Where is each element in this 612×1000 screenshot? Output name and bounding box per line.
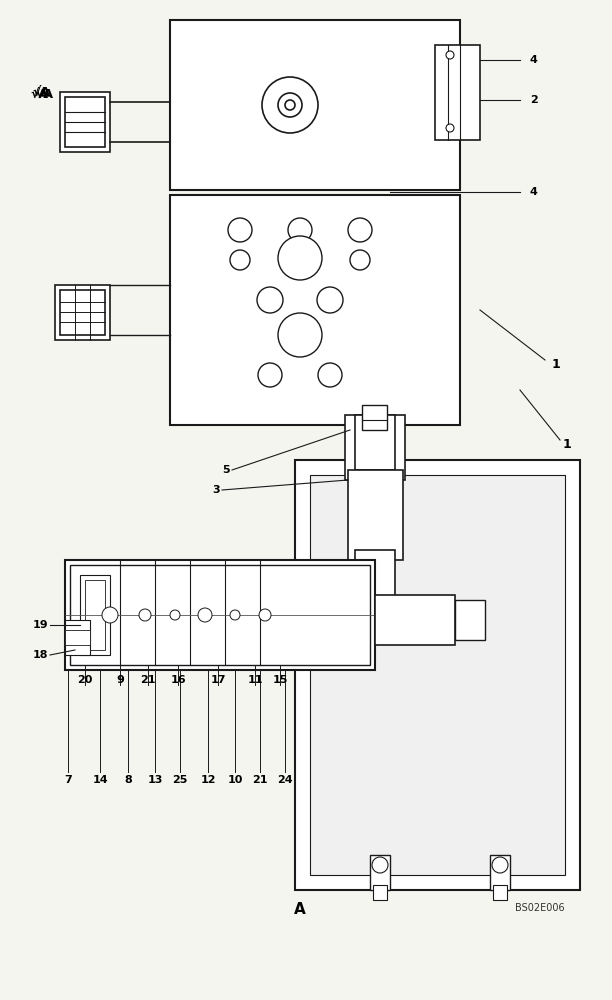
Circle shape — [198, 608, 212, 622]
Circle shape — [278, 313, 322, 357]
Text: A: A — [294, 902, 306, 918]
Circle shape — [348, 218, 372, 242]
Bar — [65, 620, 90, 655]
Bar — [70, 565, 370, 665]
Text: 1: 1 — [552, 358, 561, 370]
Bar — [362, 405, 387, 430]
Bar — [65, 630, 90, 645]
Bar — [348, 470, 403, 560]
Text: 10: 10 — [227, 775, 243, 785]
Text: 3: 3 — [212, 485, 220, 495]
Bar — [435, 45, 480, 140]
Bar — [345, 415, 405, 480]
Text: 14: 14 — [92, 775, 108, 785]
Text: 25: 25 — [173, 775, 188, 785]
Bar — [60, 92, 110, 152]
Circle shape — [288, 218, 312, 242]
Bar — [60, 290, 105, 335]
Bar — [455, 600, 485, 640]
Circle shape — [170, 610, 180, 620]
Text: 21: 21 — [252, 775, 268, 785]
Text: 5: 5 — [222, 465, 230, 475]
Circle shape — [102, 607, 118, 623]
Text: 12: 12 — [200, 775, 216, 785]
Text: √A: √A — [36, 89, 54, 102]
Bar — [373, 885, 387, 900]
Text: 13: 13 — [147, 775, 163, 785]
Polygon shape — [400, 510, 460, 550]
Text: 18: 18 — [32, 650, 48, 660]
Text: 4: 4 — [530, 187, 538, 197]
Bar — [355, 415, 395, 470]
Text: 9: 9 — [116, 675, 124, 685]
Circle shape — [259, 609, 271, 621]
Circle shape — [278, 236, 322, 280]
Circle shape — [317, 287, 343, 313]
Text: 8: 8 — [124, 775, 132, 785]
Circle shape — [230, 250, 250, 270]
Circle shape — [228, 218, 252, 242]
Circle shape — [262, 77, 318, 133]
Text: 19: 19 — [32, 620, 48, 630]
Bar — [65, 97, 105, 147]
Bar — [85, 580, 105, 650]
Circle shape — [446, 124, 454, 132]
Bar — [370, 855, 390, 890]
Bar — [375, 595, 455, 645]
Bar — [170, 195, 460, 425]
Bar — [170, 20, 460, 190]
Text: 24: 24 — [277, 775, 293, 785]
Bar — [355, 550, 395, 600]
Circle shape — [257, 287, 283, 313]
Circle shape — [492, 857, 508, 873]
Text: 15: 15 — [272, 675, 288, 685]
Bar — [493, 885, 507, 900]
Bar — [65, 560, 375, 670]
Circle shape — [278, 93, 302, 117]
Circle shape — [285, 100, 295, 110]
Circle shape — [258, 363, 282, 387]
Text: 17: 17 — [211, 675, 226, 685]
Bar — [490, 855, 510, 890]
Text: 2: 2 — [530, 95, 538, 105]
Circle shape — [350, 250, 370, 270]
Circle shape — [230, 610, 240, 620]
Text: BS02E006: BS02E006 — [515, 903, 565, 913]
Bar — [80, 575, 110, 655]
Text: 20: 20 — [77, 675, 92, 685]
Bar — [295, 460, 580, 890]
Circle shape — [372, 857, 388, 873]
Text: √A: √A — [31, 89, 49, 102]
Bar — [55, 285, 110, 340]
Text: √A: √A — [33, 87, 51, 100]
Circle shape — [318, 363, 342, 387]
Text: 1: 1 — [563, 438, 572, 450]
Circle shape — [446, 51, 454, 59]
Circle shape — [139, 609, 151, 621]
Text: 11: 11 — [247, 675, 263, 685]
Text: 21: 21 — [140, 675, 155, 685]
Text: 16: 16 — [170, 675, 186, 685]
Bar — [310, 475, 565, 875]
Text: 4: 4 — [530, 55, 538, 65]
Text: 7: 7 — [64, 775, 72, 785]
